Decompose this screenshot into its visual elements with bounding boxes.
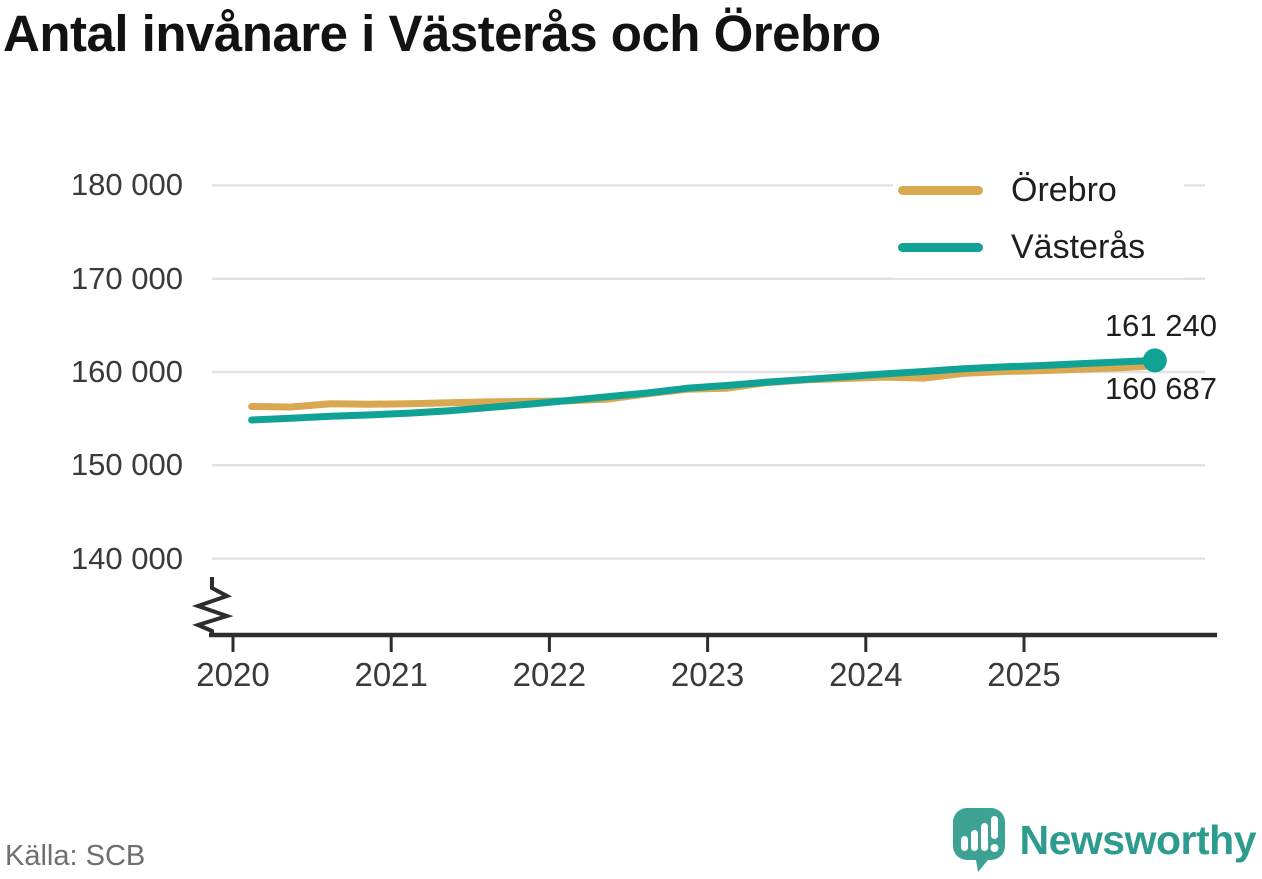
chart-title: Antal invånare i Västerås och Örebro: [3, 5, 881, 62]
legend-label: Örebro: [1011, 171, 1117, 209]
series-line-vasteras: [248, 356, 1159, 424]
y-axis-break-icon: [191, 577, 234, 636]
y-axis-tick-label: 150 000: [70, 447, 183, 483]
x-axis-tick-label: 2020: [196, 656, 270, 693]
x-axis-tick-label: 2021: [354, 656, 428, 693]
x-axis-tick-label: 2022: [512, 656, 587, 693]
x-axis-tick-label: 2024: [829, 656, 903, 693]
x-axis: [209, 632, 1217, 652]
brand-footer: Newsworthy: [950, 806, 1257, 874]
y-axis-tick-label: 170 000: [70, 260, 183, 296]
end-value-label-vasteras: 161 240: [1104, 308, 1217, 343]
series-lines: [248, 356, 1159, 424]
brand-wordmark: Newsworthy: [1019, 816, 1257, 863]
legend: Örebro Västerås: [893, 160, 1184, 278]
endpoint-marker: [1142, 348, 1167, 373]
legend-item-vasteras: Västerås: [898, 227, 1184, 268]
vasteras-line-swatch-icon: [898, 243, 983, 252]
newsworthy-logo-icon: [952, 808, 1005, 872]
y-axis-tick-label: 180 000: [70, 167, 183, 203]
source-note: Källa: SCB: [5, 840, 146, 872]
orebro-line-swatch-icon: [898, 186, 983, 195]
x-axis-tick-label: 2025: [987, 656, 1061, 693]
y-axis-tick-label: 160 000: [70, 354, 183, 389]
y-axis-tick-label: 140 000: [70, 540, 183, 576]
legend-item-orebro: Örebro: [898, 170, 1184, 211]
end-value-label-orebro: 160 687: [1104, 371, 1217, 406]
legend-label: Västerås: [1011, 228, 1146, 266]
x-axis-tick-label: 2023: [670, 656, 745, 693]
